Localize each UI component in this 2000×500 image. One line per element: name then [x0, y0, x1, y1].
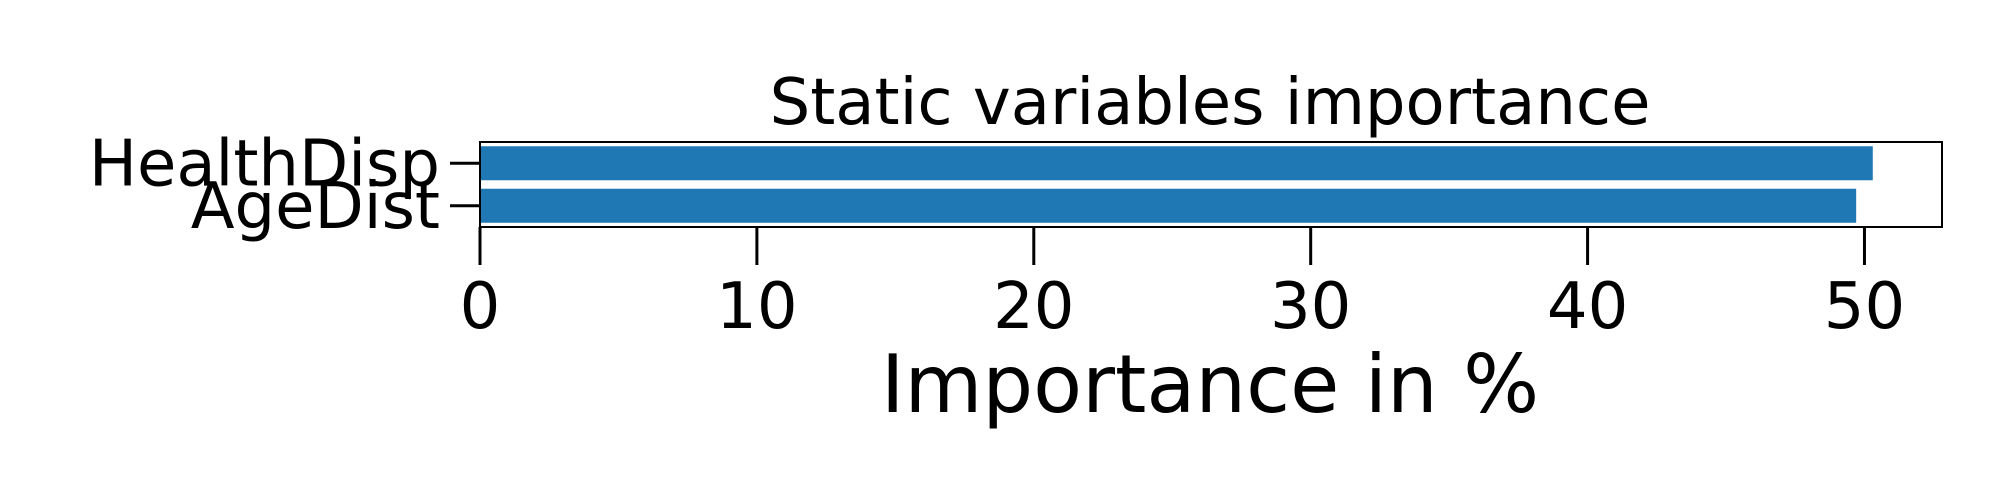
y-tick-label-healthdisp: HealthDisp — [89, 127, 440, 201]
x-axis: 0 10 20 30 40 50 — [460, 227, 1905, 344]
chart-title: Static variables importance — [770, 66, 1651, 140]
x-tick-label-50: 50 — [1824, 270, 1905, 344]
plot-frame — [479, 141, 1943, 228]
x-tick-label-20: 20 — [993, 270, 1074, 344]
plot-area — [480, 146, 1873, 223]
y-tick-label-agedist: AgeDist — [191, 170, 440, 244]
x-tick-label-30: 30 — [1270, 270, 1351, 344]
x-tick-label-10: 10 — [716, 270, 797, 344]
x-tick-label-0: 0 — [460, 270, 501, 344]
x-tick-label-40: 40 — [1547, 270, 1628, 344]
bar-healthdisp — [480, 146, 1873, 181]
x-axis-label: Importance in % — [881, 338, 1539, 431]
bar-agedist — [480, 188, 1857, 223]
